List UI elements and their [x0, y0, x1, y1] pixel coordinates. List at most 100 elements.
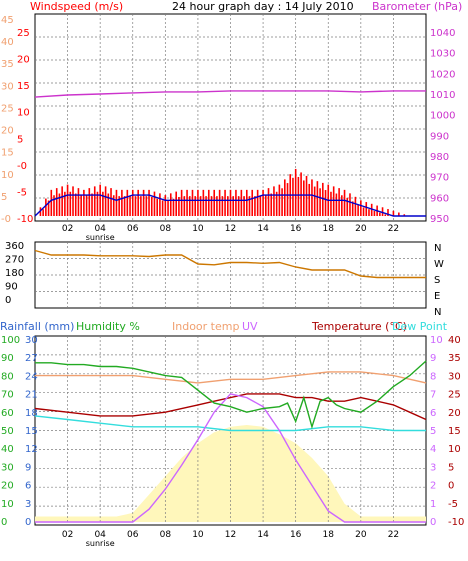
y-tick-barometer: 1040 — [430, 28, 455, 39]
header-windspeed-label: Windspeed (m/s) — [30, 0, 123, 13]
x-tick-label: 10 — [192, 224, 204, 234]
legend-rainfall: Rainfall (mm) — [0, 320, 74, 333]
y-tick-rainfall: 15 — [25, 426, 38, 437]
x-tick-label: 06 — [127, 224, 139, 234]
y-tick-humidity: 20 — [1, 481, 14, 492]
barometer-line — [34, 90, 426, 98]
y-tick-knots: 5 — [1, 192, 7, 203]
y-tick-uv: 5 — [430, 426, 436, 437]
wind-direction-line — [34, 249, 426, 279]
x-tick-label: 08 — [160, 224, 172, 234]
temperature-line — [34, 393, 427, 421]
x-tick-label: 22 — [388, 530, 399, 540]
y-tick-compass: E — [434, 291, 440, 302]
y-tick-knots: 20 — [1, 126, 14, 137]
humidity-line — [35, 360, 427, 430]
y-tick-rainfall: 18 — [25, 408, 38, 419]
y-tick-humidity: 0 — [1, 517, 7, 528]
y-tick-rainfall: 9 — [25, 462, 31, 473]
y-tick-barometer: 960 — [430, 193, 449, 204]
y-tick-rainfall: 0 — [25, 517, 31, 528]
y-tick-knots: 45 — [1, 15, 14, 26]
windspeed-line — [34, 194, 426, 217]
header-barometer-label: Barometer (hPa) — [372, 0, 462, 13]
y-tick-windspeed: 5 — [17, 134, 23, 145]
x-tick-label: 18 — [323, 530, 335, 540]
x-tick-label: 16 — [290, 530, 302, 540]
x-tick-label: 12 — [225, 530, 236, 540]
y-tick-humidity: 40 — [1, 444, 14, 455]
y-tick-humidity: 30 — [1, 462, 14, 473]
dew-point-line — [34, 415, 426, 432]
y-tick-compass: N — [434, 243, 441, 254]
y-tick-rainfall: 6 — [25, 481, 31, 492]
y-tick-uv: 7 — [430, 390, 436, 401]
y-tick-temperature: 20 — [448, 408, 461, 419]
y-tick-humidity: 80 — [1, 371, 14, 382]
x-tick-label: 20 — [355, 530, 367, 540]
y-tick-barometer: 950 — [430, 214, 449, 225]
y-tick-barometer: 1030 — [430, 49, 455, 60]
y-tick-barometer: 990 — [430, 131, 449, 142]
y-tick-uv: 6 — [430, 408, 436, 419]
y-tick-temperature: 10 — [448, 444, 461, 455]
y-tick-barometer: 970 — [430, 173, 449, 184]
y-tick-compass: S — [434, 275, 440, 286]
x-tick-label: 16 — [290, 224, 302, 234]
y-tick-uv: 4 — [430, 444, 436, 455]
y-tick-barometer: 1000 — [430, 111, 455, 122]
y-tick-uv: 10 — [430, 335, 443, 346]
legend-dew-point: Dew Point — [392, 320, 448, 333]
y-tick-uv: 9 — [430, 353, 436, 364]
y-tick-rainfall: 21 — [25, 390, 38, 401]
y-tick-humidity: 90 — [1, 353, 14, 364]
y-tick-uv: 3 — [430, 462, 436, 473]
y-tick-rainfall: 27 — [25, 353, 38, 364]
legend-indoor-temp: Indoor temp — [172, 320, 239, 333]
legend-temperature: Temperature (°C) — [311, 320, 407, 333]
y-tick-temperature: 0 — [448, 481, 454, 492]
x-tick-label: 22 — [388, 224, 399, 234]
y-tick-barometer: 980 — [430, 152, 449, 163]
y-tick-temperature: -5 — [448, 499, 458, 510]
y-tick-barometer: 1010 — [430, 90, 455, 101]
y-tick-temperature: 15 — [448, 426, 461, 437]
y-tick-windspeed: 20 — [17, 55, 30, 66]
y-tick-uv: 0 — [430, 517, 436, 528]
y-tick-knots: 35 — [1, 59, 14, 70]
y-tick-direction: 180 — [5, 268, 24, 279]
y-tick-uv: 8 — [430, 371, 436, 382]
uv-line — [35, 393, 426, 523]
y-tick-windspeed: 25 — [17, 28, 30, 39]
x-tick-label: 04 — [94, 530, 106, 540]
x-tick-label: 02 — [62, 224, 73, 234]
y-tick-knots: 30 — [1, 81, 14, 92]
y-tick-humidity: 70 — [1, 390, 14, 401]
y-tick-windspeed: -10 — [17, 214, 33, 225]
x-tick-label: 04 — [94, 224, 106, 234]
y-tick-temperature: -10 — [448, 517, 464, 528]
y-tick-uv: 1 — [430, 499, 436, 510]
y-tick-knots: 25 — [1, 103, 14, 114]
y-tick-humidity: 50 — [1, 426, 14, 437]
x-tick-label: 10 — [192, 530, 204, 540]
x-tick-label: 14 — [257, 224, 269, 234]
y-tick-temperature: 40 — [448, 335, 461, 346]
y-tick-temperature: 30 — [448, 371, 461, 382]
x-tick-label: 12 — [225, 224, 236, 234]
y-tick-uv: 2 — [430, 481, 436, 492]
x-tick-label: 06 — [127, 530, 139, 540]
y-tick-compass: W — [434, 259, 444, 270]
y-tick-direction: 90 — [5, 282, 18, 293]
indoor-temp-line — [35, 371, 427, 384]
y-tick-temperature: 25 — [448, 390, 461, 401]
x-tick-label: 20 — [355, 224, 367, 234]
y-tick-humidity: 100 — [1, 335, 20, 346]
y-tick-rainfall: 30 — [25, 335, 38, 346]
x-sublabel: sunrise — [86, 539, 115, 548]
y-tick-direction: 360 — [5, 241, 24, 252]
y-tick-humidity: 10 — [1, 499, 14, 510]
y-tick-windspeed: -5 — [17, 187, 27, 198]
